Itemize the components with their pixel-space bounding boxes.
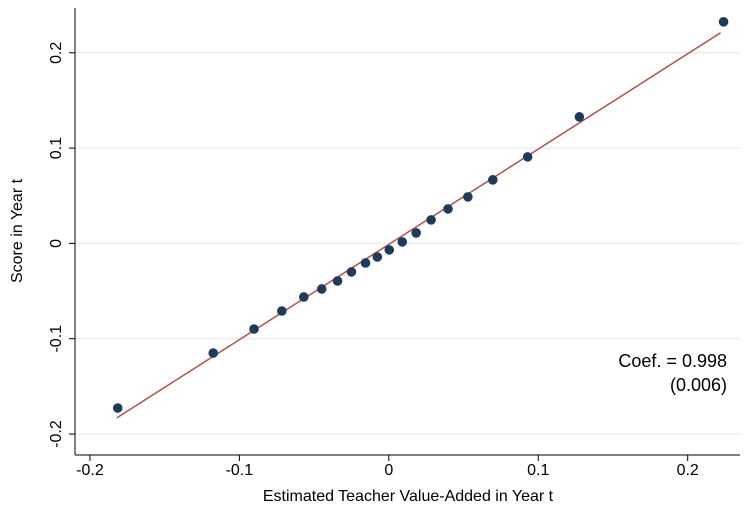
y-axis-label: Score in Year t <box>9 178 26 283</box>
x-axis-label: Estimated Teacher Value-Added in Year t <box>263 488 554 505</box>
point <box>372 252 383 262</box>
point <box>332 276 343 286</box>
point <box>277 306 287 316</box>
point <box>316 284 327 294</box>
point <box>249 324 259 334</box>
point <box>411 228 421 238</box>
y-tick-label: 0.1 <box>48 137 65 159</box>
point <box>718 17 729 27</box>
point <box>522 152 533 162</box>
y-tick-label: -0.2 <box>48 420 65 448</box>
point <box>463 192 473 202</box>
point <box>574 112 585 122</box>
point <box>298 292 309 302</box>
point <box>208 348 219 358</box>
point <box>426 215 436 225</box>
annotation: (0.006) <box>670 375 727 395</box>
point <box>384 245 395 255</box>
x-tick-label: 0.2 <box>677 462 699 479</box>
y-tick-label: 0.2 <box>48 42 65 64</box>
point <box>397 237 408 247</box>
x-tick-label: -0.2 <box>76 462 104 479</box>
x-tick-label: -0.1 <box>226 462 254 479</box>
point <box>360 258 371 268</box>
point <box>112 403 123 413</box>
x-tick-label: 0 <box>384 462 393 479</box>
point <box>346 267 357 277</box>
point <box>488 175 498 185</box>
point <box>443 204 453 214</box>
y-tick-label: -0.1 <box>48 325 65 353</box>
x-tick-label: 0.1 <box>527 462 549 479</box>
y-tick-label: 0 <box>48 239 65 248</box>
annotation: Coef. = 0.998 <box>618 351 727 371</box>
